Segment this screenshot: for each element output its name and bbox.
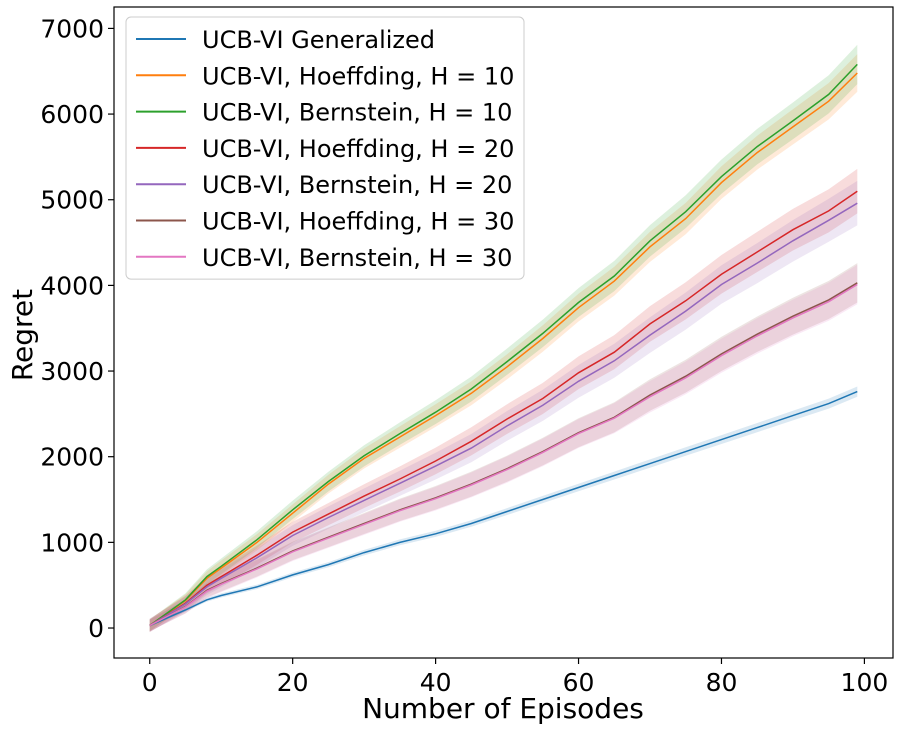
y-tick-label: 4000 xyxy=(40,271,104,300)
band-ucb-vi-bernstein-h-30 xyxy=(149,264,858,632)
x-axis-ticks: 0 20 40 60 80 100 xyxy=(142,658,888,697)
x-tick-label: 20 xyxy=(277,668,309,697)
y-tick-label: 5000 xyxy=(40,186,104,215)
x-tick-label: 0 xyxy=(142,668,158,697)
band-ucb-vi-generalized xyxy=(149,386,858,627)
series-line-ucb-vi-generalized xyxy=(149,390,858,627)
band-ucb-vi-hoeffding-h-20 xyxy=(149,168,858,633)
y-tick-label: 1000 xyxy=(40,528,104,557)
x-tick-label: 60 xyxy=(563,668,595,697)
legend-label: UCB-VI, Bernstein, H = 30 xyxy=(202,244,512,272)
legend-label: UCB-VI, Hoeffding, H = 20 xyxy=(202,135,514,163)
series-line-ucb-vi-hoeffding-h-20 xyxy=(149,190,858,627)
legend-label: UCB-VI Generalized xyxy=(202,26,435,54)
x-tick-label: 100 xyxy=(841,668,889,697)
y-axis-label: Regret xyxy=(6,289,39,381)
legend-box xyxy=(125,16,525,280)
legend-label: UCB-VI, Bernstein, H = 20 xyxy=(202,171,512,199)
legend-label: UCB-VI, Hoeffding, H = 10 xyxy=(202,62,514,90)
x-tick-label: 80 xyxy=(706,668,738,697)
legend: UCB-VI Generalized UCB-VI, Hoeffding, H =… xyxy=(125,16,525,280)
legend-label: UCB-VI, Hoeffding, H = 30 xyxy=(202,208,514,236)
series-line-ucb-vi-bernstein-h-10 xyxy=(149,63,858,627)
series-line-ucb-vi-bernstein-h-30 xyxy=(149,283,858,627)
y-tick-label: 6000 xyxy=(40,100,104,129)
series-line-ucb-vi-bernstein-h-20 xyxy=(149,202,858,627)
y-tick-label: 3000 xyxy=(40,357,104,386)
band-ucb-vi-hoeffding-h-10 xyxy=(149,54,858,632)
legend-label: UCB-VI, Bernstein, H = 10 xyxy=(202,99,512,127)
y-axis-ticks: 0 1000 2000 3000 4000 5000 6000 7000 xyxy=(40,14,114,643)
y-tick-label: 2000 xyxy=(40,443,104,472)
band-ucb-vi-bernstein-h-20 xyxy=(149,180,858,633)
plot-frame xyxy=(113,6,894,659)
x-axis-label: Number of Episodes xyxy=(362,692,644,725)
series-line-ucb-vi-hoeffding-h-10 xyxy=(149,72,858,627)
series-lines xyxy=(149,63,858,627)
y-tick-label: 0 xyxy=(88,614,104,643)
x-tick-label: 40 xyxy=(420,668,452,697)
y-tick-label: 7000 xyxy=(40,14,104,43)
